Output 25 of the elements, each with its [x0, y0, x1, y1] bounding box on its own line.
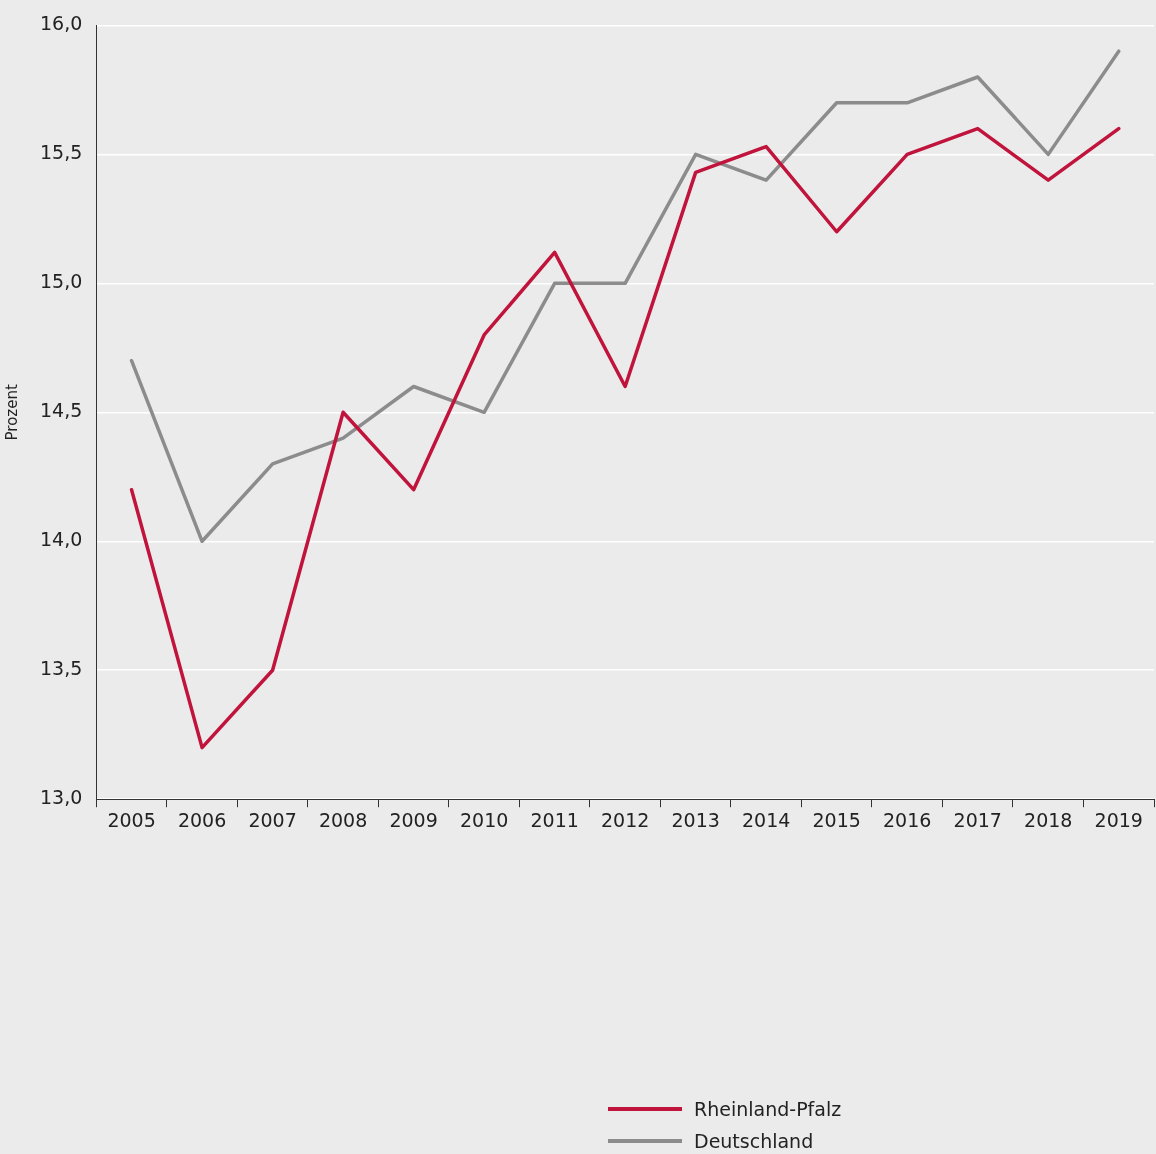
x-tick-label: 2019 [1094, 808, 1143, 831]
x-tick-label: 2016 [883, 808, 932, 831]
x-tick-label: 2010 [459, 808, 509, 831]
x-tick-label: 2011 [530, 808, 579, 831]
x-tick-label: 2008 [318, 808, 368, 831]
y-tick-label: 15,0 [39, 270, 83, 293]
x-tick-label: 2006 [177, 808, 227, 831]
x-tick-label: 2009 [389, 808, 438, 831]
x-tick-label: 2015 [812, 808, 861, 831]
legend-label: Deutschland [694, 1130, 814, 1152]
y-axis-title: Prozent [2, 384, 21, 441]
x-tick-label: 2012 [600, 808, 650, 831]
x-tick-label: 2007 [248, 808, 297, 831]
y-tick-label: 13,5 [39, 657, 83, 680]
x-tick-label: 2005 [107, 808, 156, 831]
x-tick-label: 2013 [671, 808, 720, 831]
y-tick-label: 14,0 [39, 528, 83, 551]
legend-label: Rheinland-Pfalz [694, 1098, 842, 1120]
y-tick-label: 16,0 [39, 12, 83, 35]
y-tick-label: 13,0 [39, 786, 83, 809]
y-tick-label: 15,5 [39, 141, 83, 164]
x-tick-label: 2017 [953, 808, 1002, 831]
x-tick-label: 2018 [1024, 808, 1073, 831]
y-tick-label: 14,5 [39, 399, 83, 422]
x-tick-label: 2014 [742, 808, 791, 831]
